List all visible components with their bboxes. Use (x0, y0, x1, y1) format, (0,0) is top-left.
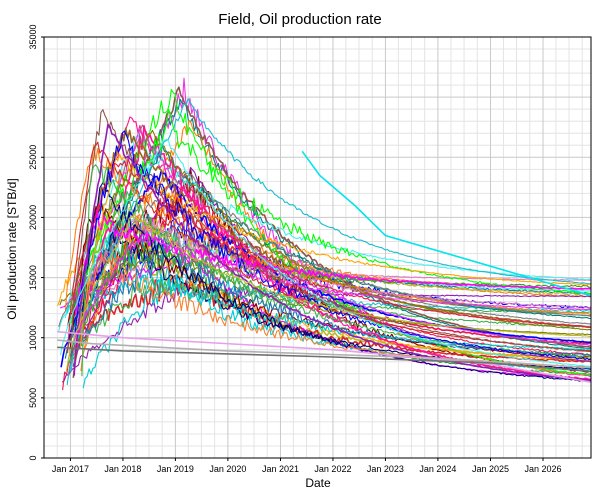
x-tick-label: Jan 2026 (524, 464, 561, 474)
y-tick-label: 15000 (28, 265, 38, 290)
series-line (75, 218, 592, 316)
x-tick-label: Jan 2018 (104, 464, 141, 474)
series-line (67, 230, 592, 360)
series-line (59, 138, 592, 368)
y-axis-label: Oil production rate [STB/d] (5, 178, 19, 319)
series-line-highlight (57, 346, 592, 373)
y-tick-label: 5000 (28, 388, 38, 408)
x-tick-label: Jan 2020 (209, 464, 246, 474)
series-line (74, 248, 592, 360)
x-tick-label: Jan 2023 (367, 464, 404, 474)
series-line (74, 209, 592, 316)
series-line-highlight (301, 150, 592, 297)
series-line (79, 153, 592, 348)
series-line (61, 283, 592, 383)
y-tick-label: 25000 (28, 145, 38, 170)
series-line-highlight (57, 339, 592, 369)
x-tick-label: Jan 2017 (52, 464, 89, 474)
chart-title: Field, Oil production rate (218, 11, 381, 28)
x-axis-ticks: Jan 2017 Jan 2018 Jan 2019 Jan 2020 Jan 2021… (52, 458, 562, 474)
y-tick-label: 30000 (28, 85, 38, 110)
series-line (65, 214, 592, 372)
series-line (60, 171, 592, 368)
series-line (81, 180, 592, 383)
x-tick-label: Jan 2019 (157, 464, 194, 474)
y-tick-label: 35000 (28, 24, 38, 49)
series-line (58, 172, 592, 327)
series-line (73, 123, 591, 381)
x-tick-label: Jan 2021 (262, 464, 299, 474)
series-line (80, 128, 592, 347)
series-line (66, 98, 592, 385)
series-line (74, 130, 592, 361)
series-line-highlight (57, 330, 592, 383)
x-axis-label: Date (305, 476, 331, 490)
y-tick-label: 10000 (28, 325, 38, 350)
y-tick-label: 0 (28, 455, 38, 460)
x-tick-label: Jan 2025 (472, 464, 509, 474)
x-tick-label: Jan 2024 (419, 464, 456, 474)
series-line (71, 127, 592, 329)
plot-frame (43, 36, 592, 459)
series-line (81, 164, 592, 377)
series-line (82, 274, 592, 389)
x-tick-label: Jan 2022 (314, 464, 351, 474)
series-layer (56, 77, 592, 391)
y-tick-label: 20000 (28, 205, 38, 230)
y-axis-ticks: 0 5000 10000 15000 20000 25000 30000 35000 (28, 24, 44, 461)
series-line (74, 108, 591, 307)
